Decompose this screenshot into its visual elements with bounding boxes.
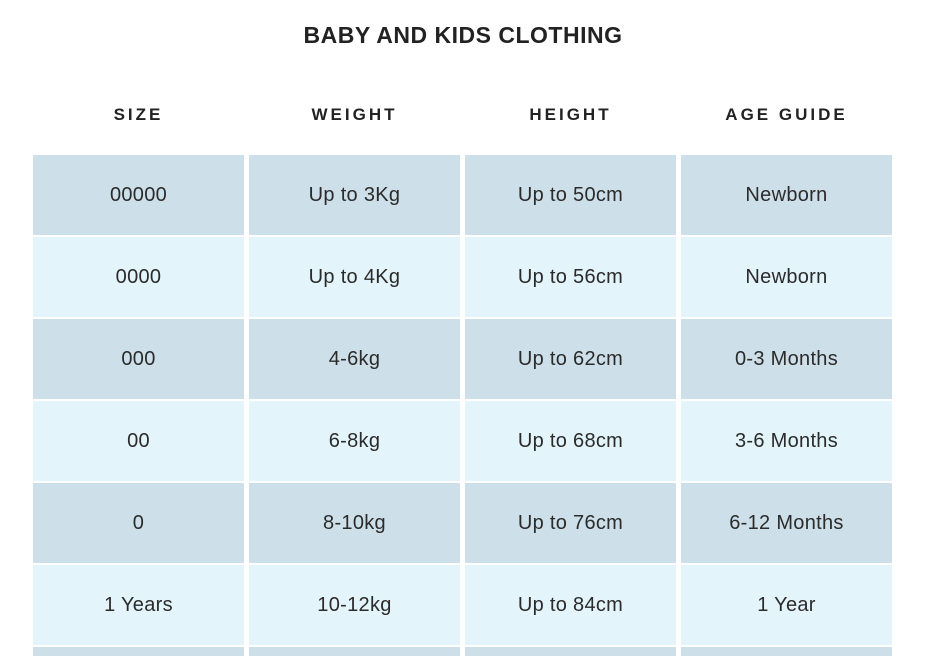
- cell-height: Up to 84cm: [465, 565, 676, 645]
- cell-age: Newborn: [681, 155, 892, 235]
- cell-size: 000: [33, 319, 244, 399]
- cell-size: [33, 647, 244, 656]
- cell-age: 0-3 Months: [681, 319, 892, 399]
- cell-height: Up to 62cm: [465, 319, 676, 399]
- cell-weight: Up to 4Kg: [249, 237, 460, 317]
- cell-height: Up to 50cm: [465, 155, 676, 235]
- cell-weight: [249, 647, 460, 656]
- page-title: BABY AND KIDS CLOTHING: [303, 22, 623, 48]
- cell-size: 0000: [33, 237, 244, 317]
- cell-age: 3-6 Months: [681, 401, 892, 481]
- cell-size: 00000: [33, 155, 244, 235]
- cell-age: Newborn: [681, 237, 892, 317]
- cell-age: [681, 647, 892, 656]
- cell-size: 00: [33, 401, 244, 481]
- cell-weight: 4-6kg: [249, 319, 460, 399]
- column-header-age-guide: AGE GUIDE: [725, 105, 848, 124]
- column-header-height: HEIGHT: [529, 105, 612, 124]
- cell-age: 1 Year: [681, 565, 892, 645]
- cell-size: 1 Years: [33, 565, 244, 645]
- cell-size: 0: [33, 483, 244, 563]
- size-table: 00000 Up to 3Kg Up to 50cm Newborn 0000 …: [33, 155, 892, 656]
- cell-weight: 10-12kg: [249, 565, 460, 645]
- cell-height: Up to 76cm: [465, 483, 676, 563]
- cell-weight: 6-8kg: [249, 401, 460, 481]
- cell-weight: 8-10kg: [249, 483, 460, 563]
- table-header-row: SIZE WEIGHT HEIGHT AGE GUIDE: [33, 105, 892, 125]
- column-header-size: SIZE: [113, 105, 164, 124]
- cell-height: [465, 647, 676, 656]
- cell-height: Up to 56cm: [465, 237, 676, 317]
- cell-weight: Up to 3Kg: [249, 155, 460, 235]
- cell-height: Up to 68cm: [465, 401, 676, 481]
- column-header-weight: WEIGHT: [311, 105, 398, 124]
- cell-age: 6-12 Months: [681, 483, 892, 563]
